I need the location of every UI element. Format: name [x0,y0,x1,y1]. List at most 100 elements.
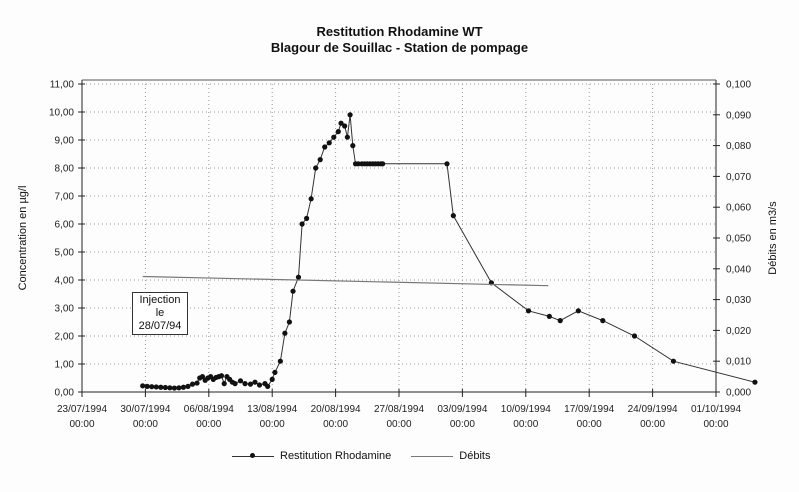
y-tick-label: 7,00 [55,192,75,203]
rhodamine-point [162,384,168,391]
rhodamine-point [199,374,206,380]
y-ticks: 0,00 1,00 2,00 3,00 4,00 5,00 6,00 7,00 8,00 9,00… [49,80,85,399]
y-tick-label: 4,00 [55,276,75,287]
y2-tick-label: 0,070 [726,172,751,183]
y-tick-label: 2,00 [55,332,75,343]
rhodamine-point [380,161,386,167]
x-tick-date: 27/08/1994 [374,404,424,415]
x-tick-date: 20/08/1994 [311,404,361,415]
y-tick-label: 0,00 [55,388,75,399]
x-tick-date: 13/08/1994 [247,404,297,415]
y-axis-label: Concentration en µg/l [17,186,29,291]
y2-tick-label: 0,060 [726,203,751,214]
x-ticks: 23/07/1994 00:00 30/07/1994 00:00 06/08/1994… [57,389,741,430]
rhodamine-line [142,114,756,389]
rhodamine-point [149,384,155,390]
chart-subtitle: Blagour de Souillac - Station de pompage [270,40,529,55]
x-tick-time: 00:00 [196,419,221,430]
legend-debits-swatch [411,451,454,461]
rhodamine-point [335,129,341,135]
y-tick-label: 11,00 [50,80,75,91]
x-tick-date: 01/10/1994 [691,404,741,415]
x-tick-date: 06/08/1994 [184,404,234,415]
grid [82,83,717,392]
annotation-line-1: Injection [139,294,181,306]
rhodamine-point [286,319,293,325]
chart-title: Restitution Rhodamine WT [316,24,483,39]
rhodamine-point [344,134,350,140]
x-tick-time: 00:00 [577,419,602,430]
debits-line [142,275,549,287]
x-tick-date: 30/07/1994 [120,404,170,415]
rhodamine-point [189,381,196,387]
y2-tick-label: 0,040 [726,264,751,275]
rhodamine-point [752,379,758,385]
rhodamine-point [194,380,200,386]
x-tick-time: 00:00 [513,419,538,430]
rhodamine-point [322,144,328,150]
rhodamine-point [557,318,563,324]
series [140,112,758,391]
x-tick-date: 24/09/1994 [628,404,678,415]
x-tick-time: 00:00 [323,419,348,430]
y2-tick-label: 0,020 [726,326,751,337]
rhodamine-point [575,308,581,314]
rhodamine-point [277,358,283,364]
rhodamine-point [350,143,356,149]
rhodamine-point [256,382,263,388]
y-tick-label: 6,00 [55,220,75,231]
x-tick-time: 00:00 [69,419,94,430]
y-tick-label: 1,00 [55,360,75,371]
rhodamine-point [450,213,456,219]
y-tick-label: 10,00 [49,108,74,119]
rhodamine-point [631,333,638,339]
y2-tick-label: 0,010 [726,357,751,368]
x-tick-date: 10/09/1994 [501,404,551,415]
x-tick-time: 00:00 [450,419,475,430]
y2-tick-label: 0,030 [726,295,751,306]
rhodamine-point [342,123,348,129]
rhodamine-point [295,274,302,280]
rhodamine-point [299,221,305,227]
rhodamine-point [252,379,258,385]
rhodamine-point [546,313,552,319]
y-tick-label: 5,00 [55,248,75,259]
rhodamine-point [269,376,275,382]
x-tick-time: 00:00 [260,419,285,430]
rhodamine-point [218,373,225,379]
rhodamine-point [144,383,150,389]
y2-axis-label: Débits en m3/s [767,201,779,275]
rhodamine-point [185,383,191,389]
x-tick-time: 00:00 [386,419,411,430]
annotation-line-2: le 28/07/94 [138,307,182,332]
rhodamine-point [304,215,310,221]
y2-tick-label: 0,000 [726,388,751,399]
rhodamine-point [600,318,606,324]
y-tick-label: 3,00 [55,304,75,315]
rhodamine-point [265,383,271,389]
rhodamine-point [237,378,244,384]
rhodamine-point [525,308,532,314]
legend-debits-label: Débits [459,450,491,462]
rhodamine-point [338,120,344,126]
rhodamine-point [171,385,177,391]
rhodamine-point [282,330,288,336]
x-tick-date: 03/09/1994 [437,404,487,415]
rhodamine-point [313,165,319,171]
rhodamine-point [290,288,296,294]
rhodamine-point [247,381,254,387]
y2-ticks: 0,000 0,010 0,020 0,030 0,040 0,050 0,060 0,070… [713,80,751,399]
rhodamine-point [221,381,227,387]
rhodamine-point [167,385,173,391]
y2-tick-label: 0,100 [726,80,751,91]
x-tick-time: 00:00 [640,419,665,430]
y2-tick-label: 0,050 [726,234,751,245]
rhodamine-point [180,384,187,390]
rhodamine-point [176,385,182,391]
rhodamine-point [232,381,238,387]
x-tick-date: 17/09/1994 [564,404,614,415]
rhodamine-point [153,384,159,390]
rhodamine-point [317,157,323,163]
rhodamine-point [242,381,248,387]
